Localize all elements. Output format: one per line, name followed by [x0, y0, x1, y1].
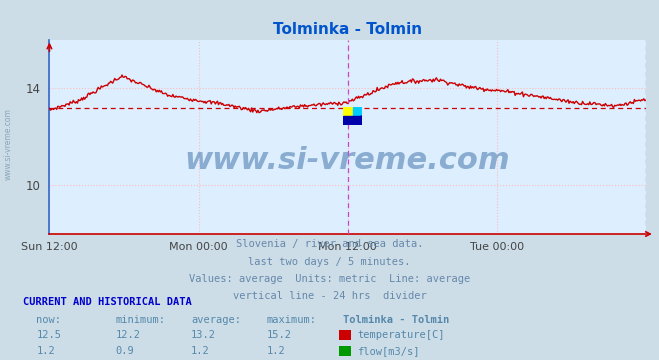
Text: vertical line - 24 hrs  divider: vertical line - 24 hrs divider: [233, 291, 426, 301]
Text: temperature[C]: temperature[C]: [357, 330, 445, 341]
Text: 12.5: 12.5: [36, 330, 61, 341]
Polygon shape: [343, 107, 353, 116]
Text: flow[m3/s]: flow[m3/s]: [357, 346, 420, 356]
Text: www.si-vreme.com: www.si-vreme.com: [185, 146, 511, 175]
Text: 13.2: 13.2: [191, 330, 216, 341]
Polygon shape: [343, 116, 362, 125]
Text: Values: average  Units: metric  Line: average: Values: average Units: metric Line: aver…: [189, 274, 470, 284]
Polygon shape: [343, 116, 362, 125]
Text: 12.2: 12.2: [115, 330, 140, 341]
Text: minimum:: minimum:: [115, 315, 165, 325]
Text: 1.2: 1.2: [191, 346, 210, 356]
Text: maximum:: maximum:: [267, 315, 317, 325]
Text: www.si-vreme.com: www.si-vreme.com: [3, 108, 13, 180]
Text: Tolminka - Tolmin: Tolminka - Tolmin: [343, 315, 449, 325]
Polygon shape: [353, 107, 362, 116]
Text: CURRENT AND HISTORICAL DATA: CURRENT AND HISTORICAL DATA: [23, 297, 192, 307]
Text: 15.2: 15.2: [267, 330, 292, 341]
Text: last two days / 5 minutes.: last two days / 5 minutes.: [248, 257, 411, 267]
Text: Slovenia / river and sea data.: Slovenia / river and sea data.: [236, 239, 423, 249]
Text: now:: now:: [36, 315, 61, 325]
Text: 0.9: 0.9: [115, 346, 134, 356]
Text: 1.2: 1.2: [36, 346, 55, 356]
Text: average:: average:: [191, 315, 241, 325]
Text: 1.2: 1.2: [267, 346, 285, 356]
Title: Tolminka - Tolmin: Tolminka - Tolmin: [273, 22, 422, 37]
